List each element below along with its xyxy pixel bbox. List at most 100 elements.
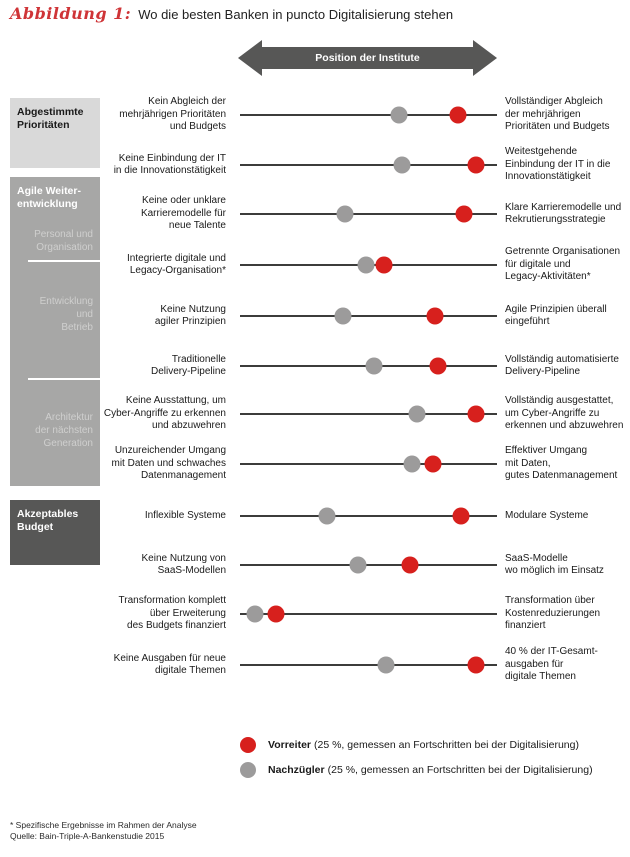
nachzuegler-dot <box>357 256 375 274</box>
indicator-row-9: Inflexible Systeme Modulare Systeme <box>0 491 630 541</box>
positive-statement: Weitestgehende Einbindung der IT in die … <box>505 146 611 183</box>
negative-statement: Traditionelle Delivery-Pipeline <box>150 353 226 378</box>
indicator-row-7: Keine Ausstattung, um Cyber-Angriffe zu … <box>0 389 630 439</box>
nachzuegler-dot <box>334 307 352 325</box>
nachzuegler-dot <box>365 357 383 375</box>
nachzuegler-dot <box>349 556 367 574</box>
vorreiter-dot <box>375 256 393 274</box>
dot-track <box>240 105 497 125</box>
indicator-row-11: Transformation komplett über Erweiterung… <box>0 589 630 639</box>
nachzuegler-dot <box>336 205 354 223</box>
negative-statement: Keine Ausstattung, um Cyber-Angriffe zu … <box>103 395 226 432</box>
track-line <box>240 114 497 116</box>
positive-statement: Klare Karrieremodelle und Rekrutierungss… <box>505 201 622 226</box>
vorreiter-dot <box>401 556 419 574</box>
vorreiter-dot <box>467 156 485 174</box>
footnote-asterisk: * Spezifische Ergebnisse im Rahmen der A… <box>10 820 197 830</box>
position-axis-arrow: Position der Institute <box>238 40 497 76</box>
dot-track <box>240 506 497 526</box>
positive-statement: SaaS-Modelle wo möglich im Einsatz <box>505 552 604 577</box>
track-line <box>240 613 497 615</box>
category-label: Agile Weiter- entwicklung <box>17 185 81 210</box>
track-line <box>240 564 497 566</box>
indicator-row-3: Keine oder unklare Karrieremodelle für n… <box>0 189 630 239</box>
footnotes: * Spezifische Ergebnisse im Rahmen der A… <box>10 820 197 842</box>
arrow-body: Position der Institute <box>260 47 475 69</box>
nachzuegler-dot-icon <box>240 762 256 778</box>
negative-statement: Kein Abgleich der mehrjährigen Priorität… <box>119 96 226 133</box>
indicator-row-8: Unzureichender Umgang mit Daten und schw… <box>0 439 630 489</box>
positive-statement: Modulare Systeme <box>505 509 589 521</box>
nachzuegler-dot <box>403 455 421 473</box>
category-label: Abgestimmte Prioritäten <box>17 106 84 131</box>
legend-item-nachzuegler: Nachzügler (25 %, gemessen an Fortschritt… <box>240 762 593 778</box>
figure-title-bar: Abbildung 1: Wo die besten Banken in pun… <box>10 4 453 23</box>
positive-statement: 40 % der IT-Gesamt- ausgaben für digital… <box>505 646 598 683</box>
page-title: Wo die besten Banken in puncto Digitalis… <box>138 7 454 22</box>
vorreiter-dot <box>426 307 444 325</box>
negative-statement: Transformation komplett über Erweiterung… <box>118 595 226 632</box>
legend-description: (25 %, gemessen an Fortschritten bei der… <box>314 739 579 751</box>
subcategory-divider <box>28 378 100 380</box>
category-agile-weiterentwicklung: Agile Weiter- entwicklung Personal und O… <box>10 177 100 486</box>
vorreiter-dot <box>429 357 447 375</box>
vorreiter-dot <box>452 507 470 525</box>
positive-statement: Transformation über Kostenreduzierungen … <box>505 595 601 632</box>
indicator-row-10: Keine Nutzung von SaaS-Modellen SaaS-Mod… <box>0 540 630 590</box>
category-akzeptables-budget: Akzeptables Budget <box>10 500 100 565</box>
positive-statement: Getrennte Organisationen für digitale un… <box>505 246 621 283</box>
legend-label: Vorreiter <box>268 739 311 751</box>
track-line <box>240 213 497 215</box>
dot-track <box>240 555 497 575</box>
dot-track <box>240 155 497 175</box>
indicator-row-1: Kein Abgleich der mehrjährigen Priorität… <box>0 90 630 140</box>
negative-statement: Keine Ausgaben für neue digitale Themen <box>113 652 226 677</box>
dot-track <box>240 356 497 376</box>
legend-description: (25 %, gemessen an Fortschritten bei der… <box>327 764 593 776</box>
nachzuegler-dot <box>390 106 408 124</box>
figure-number: Abbildung 1: <box>10 4 132 23</box>
indicator-row-5: Keine Nutzung agiler Prinzipien Agile Pr… <box>0 291 630 341</box>
dot-track <box>240 454 497 474</box>
negative-statement: Integrierte digitale und Legacy-Organisa… <box>127 252 226 277</box>
vorreiter-dot <box>424 455 442 473</box>
dot-track <box>240 255 497 275</box>
positive-statement: Effektiver Umgang mit Daten, gutes Daten… <box>505 445 618 482</box>
vorreiter-dot <box>467 405 485 423</box>
nachzuegler-dot <box>408 405 426 423</box>
negative-statement: Keine oder unklare Karrieremodelle für n… <box>140 195 226 232</box>
subcategory-entwicklung-betrieb: Entwicklung und Betrieb <box>39 296 93 333</box>
arrow-right-icon <box>473 40 497 76</box>
dot-track <box>240 404 497 424</box>
vorreiter-dot <box>449 106 467 124</box>
positive-statement: Agile Prinzipien überall eingeführt <box>505 303 607 328</box>
dot-track <box>240 655 497 675</box>
vorreiter-dot <box>455 205 473 223</box>
positive-statement: Vollständig automatisierte Delivery-Pipe… <box>505 353 619 378</box>
vorreiter-dot <box>467 656 485 674</box>
legend-text: Nachzügler (25 %, gemessen an Fortschritt… <box>268 764 593 776</box>
dot-track <box>240 306 497 326</box>
indicator-row-2: Keine Einbindung der IT in die Innovatio… <box>0 140 630 190</box>
category-label: Akzeptables Budget <box>17 508 79 533</box>
track-line <box>240 515 497 517</box>
nachzuegler-dot <box>393 156 411 174</box>
vorreiter-dot-icon <box>240 737 256 753</box>
dot-track <box>240 604 497 624</box>
nachzuegler-dot <box>377 656 395 674</box>
dot-track <box>240 204 497 224</box>
arrow-label: Position der Institute <box>315 52 420 64</box>
vorreiter-dot <box>267 605 285 623</box>
legend-item-vorreiter: Vorreiter (25 %, gemessen an Fortschritte… <box>240 737 593 753</box>
track-line <box>240 463 497 465</box>
subcategory-personal-organisation: Personal und Organisation <box>34 229 93 253</box>
category-abgestimmte-prioritaeten: Abgestimmte Prioritäten <box>10 98 100 168</box>
subcategory-divider <box>28 260 100 262</box>
negative-statement: Keine Nutzung von SaaS-Modellen <box>141 552 226 577</box>
negative-statement: Keine Nutzung agiler Prinzipien <box>154 303 226 328</box>
track-line <box>240 315 497 317</box>
positive-statement: Vollständiger Abgleich der mehrjährigen … <box>505 96 610 133</box>
track-line <box>240 413 497 415</box>
negative-statement: Unzureichender Umgang mit Daten und schw… <box>111 445 226 482</box>
